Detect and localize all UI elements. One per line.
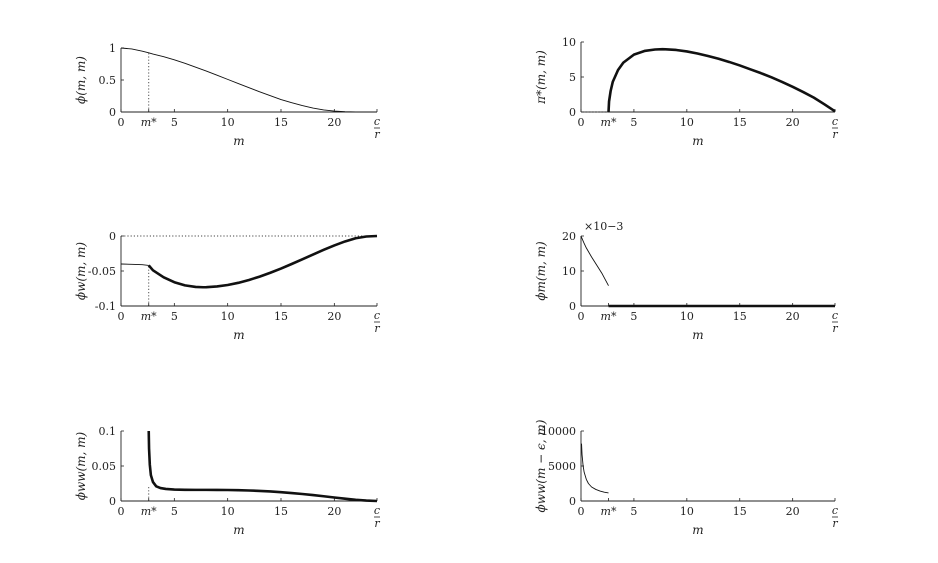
x-tick-label: 20 [786,310,800,323]
x-tick-label-m-star: m* [601,310,617,323]
y-tick-label: 5 [569,71,576,84]
y-tick-label: 0 [569,106,576,119]
y-tick-label: 10 [562,265,576,278]
x-tick-label-m-star: m* [601,505,617,518]
series-line [580,235,609,286]
x-tick-label: 10 [221,310,235,323]
x-tick-label: 5 [630,505,637,518]
y-tick-label: 0.5 [99,74,117,87]
y-tick-label: 20 [562,230,576,243]
y-axis-label: π*(m, m) [534,50,548,105]
x-tick-label-denominator: r [374,322,380,335]
x-tick-label-denominator: r [374,517,380,530]
x-tick-label: 15 [733,505,747,518]
y-axis-label: ϕw(m, m) [74,242,88,301]
chart-p1: 0 5 10 15 20 m* cr 0 0.5 1 m ϕ(m, m) [74,42,380,148]
x-tick-label: 20 [786,116,800,129]
x-tick-label-denominator: r [374,128,380,141]
x-tick-label-c-over-r: c [374,504,380,517]
x-tick-label: 5 [630,116,637,129]
y-tick-label: 5000 [548,460,576,473]
series-line [147,234,378,289]
chart-p6: 0 5 10 15 20 m* cr 0 5000 10000 m ϕww(m − ϵ, m) [534,419,838,537]
x-tick-label: 20 [327,310,341,323]
y-tick-label: 0.1 [99,425,117,438]
x-tick-label: 0 [118,505,125,518]
series-line [120,47,377,113]
x-tick-label: 10 [680,310,694,323]
x-tick-label: 0 [578,310,585,323]
y-tick-label: 0.05 [92,460,117,473]
x-axis-label: m [692,328,703,342]
x-tick-label-c-over-r: c [374,309,380,322]
x-tick-label-c-over-r: c [374,115,380,128]
y-tick-label: 1 [109,42,116,55]
x-tick-label: 15 [733,116,747,129]
x-tick-label: 15 [274,505,288,518]
series-line [581,443,609,494]
x-tick-label-denominator: r [832,322,838,335]
x-tick-label: 20 [327,116,341,129]
x-tick-label: 10 [221,116,235,129]
x-axis-label: m [233,328,244,342]
x-tick-label-m-star: m* [141,505,157,518]
x-axis-label: m [692,134,703,148]
x-tick-label: 15 [274,116,288,129]
x-axis-label: m [233,134,244,148]
x-tick-label: 0 [118,116,125,129]
x-tick-label-denominator: r [832,517,838,530]
x-tick-label: 0 [578,505,585,518]
y-axis-label: ϕww(m − ϵ, m) [534,419,548,512]
x-tick-label: 5 [630,310,637,323]
y-scale-note: ×10−3 [584,220,623,233]
x-tick-label: 0 [578,116,585,129]
chart-p3: 0 5 10 15 20 m* cr -0.1 -0.05 0 m ϕw(m, m) [74,230,380,342]
chart-p5: 0 5 10 15 20 m* cr 0 0.05 0.1 m ϕww(m, m) [74,425,380,537]
y-axis-label: ϕ(m, m) [74,56,88,104]
chart-p2: 0 5 10 15 20 m* cr 0 5 10 m π*(m, m) [534,36,838,148]
series-line [120,263,149,266]
x-tick-label-m-star: m* [141,116,157,129]
x-tick-label: 20 [327,505,341,518]
y-tick-label: -0.1 [95,300,116,313]
x-tick-label: 20 [786,505,800,518]
y-tick-label: 10000 [541,425,576,438]
y-tick-label: 0 [109,495,116,508]
y-tick-label: 0 [569,300,576,313]
y-tick-label: 0 [109,230,116,243]
x-tick-label: 15 [733,310,747,323]
x-tick-label-c-over-r: c [832,115,838,128]
y-tick-label: 10 [562,36,576,49]
x-tick-label: 0 [118,310,125,323]
chart-p4: 0 5 10 15 20 m* cr 0 10 20 ×10−3 m ϕm(m, m) [534,220,838,342]
x-tick-label: 10 [221,505,235,518]
x-tick-label: 5 [171,116,178,129]
y-tick-label: -0.05 [88,265,116,278]
y-axis-label: ϕm(m, m) [534,241,548,301]
series-line [147,430,378,503]
x-tick-label: 5 [171,505,178,518]
x-tick-label-c-over-r: c [832,309,838,322]
x-axis-label: m [692,523,703,537]
x-axis-label: m [233,523,244,537]
x-tick-label-m-star: m* [601,116,617,129]
x-tick-label: 10 [680,116,694,129]
series-line [607,47,836,113]
y-tick-label: 0 [109,106,116,119]
x-tick-label: 5 [171,310,178,323]
x-tick-label-denominator: r [832,128,838,141]
x-tick-label: 15 [274,310,288,323]
x-tick-label-c-over-r: c [832,504,838,517]
x-tick-label: 10 [680,505,694,518]
y-tick-label: 0 [569,495,576,508]
x-tick-label-m-star: m* [141,310,157,323]
y-axis-label: ϕww(m, m) [74,431,88,500]
